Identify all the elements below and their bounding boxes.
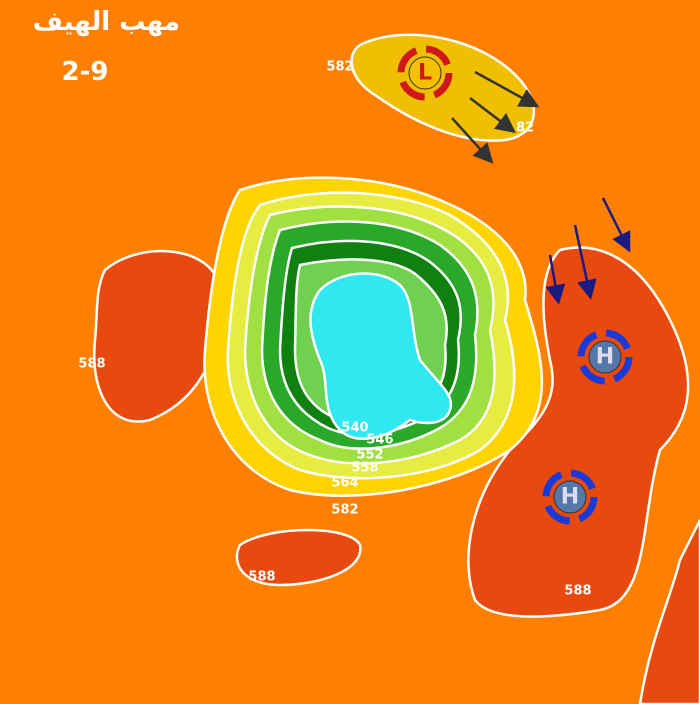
flow-arrows <box>451 70 631 305</box>
high-zones <box>93 246 700 704</box>
system-ring <box>577 329 633 385</box>
system-core <box>588 340 622 374</box>
system-label: H <box>596 345 614 370</box>
system-core <box>553 480 587 514</box>
system-label: L <box>418 61 432 86</box>
contour-label: 540 <box>341 421 368 436</box>
contour-label: 552 <box>356 448 383 463</box>
contour-label: 588 <box>564 584 591 599</box>
trough <box>203 176 544 497</box>
system-ring <box>397 45 453 101</box>
contour-label: 582 <box>331 503 358 518</box>
pressure-system: H <box>577 329 633 385</box>
map-date: 2-9 <box>62 57 109 87</box>
contour-label: 82 <box>516 121 534 136</box>
map-title: مهب الهيف <box>33 7 180 37</box>
contour-label: 588 <box>78 357 105 372</box>
contour-label: 558 <box>351 461 378 476</box>
contour-label: 546 <box>366 433 393 448</box>
system-ring <box>542 469 598 525</box>
pressure-system: L <box>397 45 453 101</box>
contour-label: 582 <box>326 60 353 75</box>
system-core <box>408 56 442 90</box>
pressure-system: H <box>542 469 598 525</box>
contour-label: 588 <box>248 570 275 585</box>
system-label: H <box>561 485 579 510</box>
contour-label: 564 <box>331 476 358 491</box>
